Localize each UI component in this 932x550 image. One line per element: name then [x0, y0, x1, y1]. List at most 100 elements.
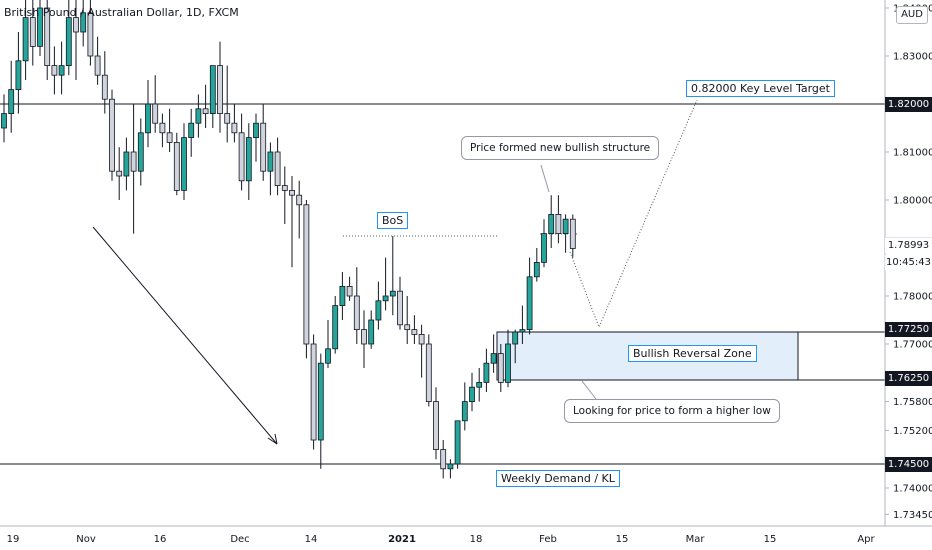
structure-note-pointer — [540, 164, 550, 193]
candle — [411, 329, 418, 335]
candle — [526, 276, 533, 330]
candle — [130, 151, 137, 172]
structure-note: Price formed new bullish structure — [461, 136, 660, 160]
candle — [123, 151, 130, 177]
key-target-label: 0.82000 Key Level Target — [686, 80, 835, 97]
y-tick-label: 1.73450 — [893, 510, 932, 521]
candle — [541, 233, 547, 263]
candle — [483, 362, 490, 383]
candle — [555, 213, 562, 234]
candle — [51, 65, 58, 76]
weekly-demand-label: Weekly Demand / KL — [496, 470, 620, 487]
candle — [332, 305, 339, 350]
candle — [15, 60, 22, 90]
candle — [8, 89, 15, 114]
x-tick-label: 15 — [616, 534, 629, 545]
candle — [109, 98, 115, 172]
time-axis — [0, 526, 932, 550]
candle — [94, 55, 101, 76]
candle — [497, 353, 504, 383]
candle — [274, 151, 281, 186]
candle — [87, 12, 94, 57]
x-tick-label: 18 — [470, 534, 483, 545]
candle — [368, 319, 375, 345]
candle — [245, 137, 252, 182]
candle — [1, 113, 7, 129]
candle — [461, 401, 468, 422]
candle — [152, 103, 159, 124]
candle — [267, 151, 274, 172]
candle — [533, 261, 540, 278]
downtrend-arrowhead — [267, 433, 278, 445]
x-tick-label: 15 — [764, 534, 777, 545]
candle — [73, 17, 79, 33]
candle — [303, 204, 310, 345]
higher-low-pointer — [581, 380, 597, 400]
zone-label: Bullish Reversal Zone — [628, 345, 757, 362]
candle — [375, 300, 382, 321]
candle — [217, 65, 223, 114]
candle — [325, 348, 331, 364]
y-tick-label: 1.75800 — [893, 397, 932, 408]
y-tick-label: 1.80000 — [893, 196, 932, 207]
candle — [145, 103, 151, 134]
candle — [44, 7, 51, 66]
x-tick-label: 14 — [305, 534, 318, 545]
candle — [425, 343, 432, 402]
weekly-level-price-label: 1.74500 — [885, 457, 932, 472]
candle — [562, 218, 569, 234]
candle — [476, 381, 483, 388]
candle — [231, 122, 238, 134]
x-tick-label: Dec — [230, 534, 249, 545]
candle — [569, 218, 576, 249]
x-tick-label: Nov — [76, 534, 96, 545]
candle — [29, 17, 36, 47]
candle — [361, 329, 367, 345]
candle — [58, 65, 65, 76]
y-tick-label: 1.77000 — [893, 340, 932, 351]
candle — [505, 343, 511, 383]
x-tick-label: 19 — [7, 534, 20, 545]
candle — [101, 74, 108, 100]
candle — [260, 122, 267, 172]
candle — [447, 463, 454, 470]
candle — [317, 362, 324, 441]
candle — [310, 343, 317, 441]
x-tick-label: Mar — [686, 534, 706, 545]
candle — [433, 401, 439, 451]
candle — [389, 290, 396, 297]
candle — [22, 17, 29, 62]
zone-bottom-price-label: 1.76250 — [885, 371, 932, 386]
candle — [490, 353, 497, 364]
y-tick-label: 1.75200 — [893, 426, 932, 437]
current-price-label: 1.78993 — [885, 237, 932, 253]
candle — [339, 285, 346, 306]
zone-top-price-label: 1.77250 — [885, 322, 932, 337]
y-tick-label: 1.74000 — [893, 484, 932, 495]
candle — [166, 132, 173, 143]
candle — [253, 122, 259, 138]
candle — [209, 65, 216, 114]
currency-badge[interactable]: AUD — [896, 6, 928, 24]
candle — [548, 213, 555, 234]
candle — [353, 295, 360, 330]
candle — [296, 194, 303, 206]
candle — [37, 7, 43, 47]
candle — [512, 331, 519, 345]
candle — [404, 324, 411, 330]
candle — [202, 108, 209, 115]
bos-label: BoS — [377, 212, 409, 229]
candle — [346, 285, 353, 297]
candle — [454, 420, 461, 465]
y-tick-label: 1.83000 — [893, 52, 932, 63]
candle — [173, 141, 180, 191]
candle — [440, 449, 447, 470]
x-tick-label: Apr — [857, 534, 875, 545]
downtrend-arrow — [92, 226, 278, 445]
candle — [519, 329, 526, 333]
candle — [469, 386, 475, 403]
candle — [80, 12, 87, 33]
candle — [181, 137, 187, 191]
key-level-price-label: 1.82000 — [885, 97, 932, 112]
